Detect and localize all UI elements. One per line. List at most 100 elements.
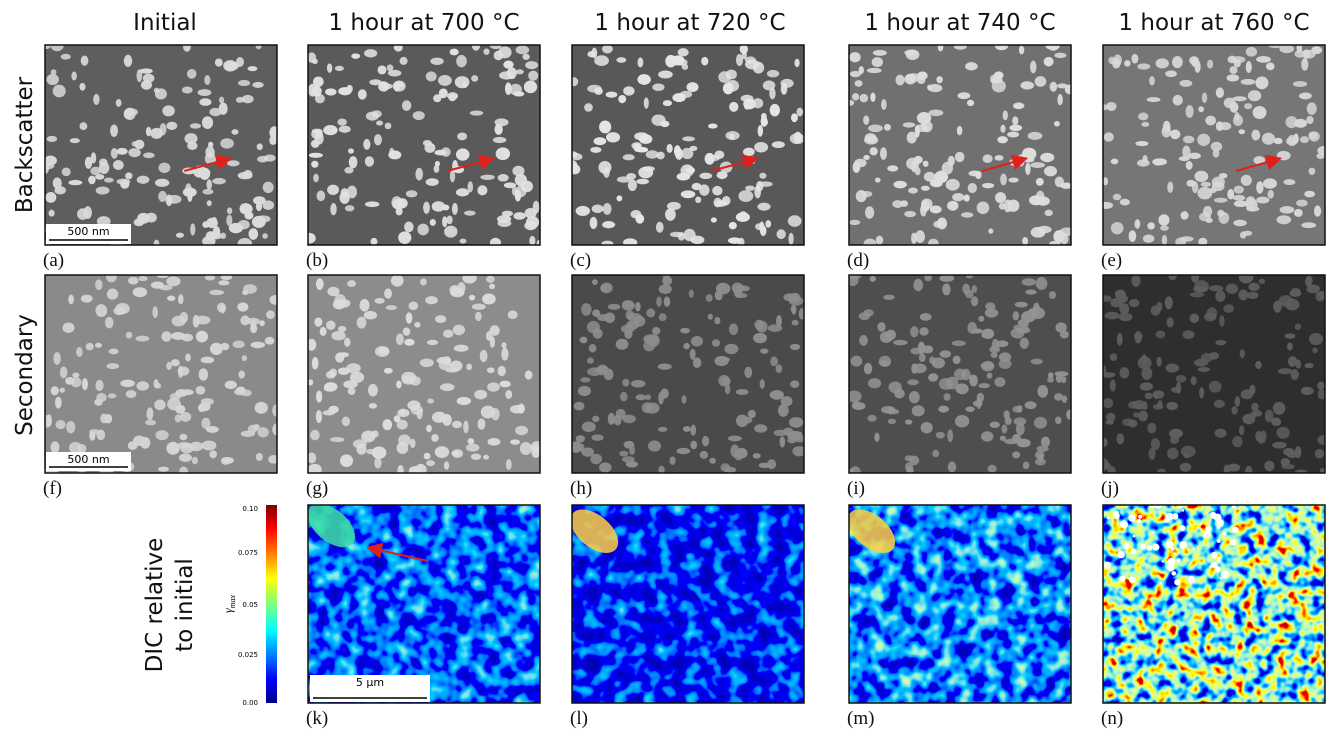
precipitate (1147, 422, 1157, 434)
precipitate (1017, 318, 1030, 327)
precipitate (240, 389, 252, 397)
precipitate (272, 423, 277, 436)
precipitate (208, 141, 214, 148)
precipitate (616, 57, 627, 63)
precipitate (1232, 96, 1247, 102)
precipitate (770, 356, 779, 367)
precipitate (627, 179, 637, 192)
precipitate (311, 160, 319, 168)
precipitate (150, 127, 163, 139)
precipitate (504, 82, 512, 95)
precipitate (938, 377, 954, 390)
precipitate (200, 398, 214, 406)
precipitate (1319, 467, 1325, 473)
precipitate (1022, 461, 1030, 470)
precipitate (1218, 211, 1230, 224)
precipitate (760, 348, 769, 354)
precipitate (146, 407, 154, 421)
precipitate (54, 186, 66, 195)
precipitate (1118, 312, 1133, 322)
precipitate (1134, 219, 1141, 229)
precipitate (48, 209, 55, 217)
panel-border (307, 274, 541, 474)
precipitate (1049, 81, 1058, 92)
precipitate (442, 356, 452, 366)
precipitate (771, 141, 785, 149)
precipitate (308, 232, 316, 244)
precipitate (906, 73, 921, 82)
precipitate (395, 333, 404, 346)
saturated-spot (1222, 531, 1226, 536)
precipitate (405, 190, 418, 198)
saturated-spot (1209, 565, 1212, 568)
precipitate (1016, 405, 1023, 413)
precipitate (169, 393, 182, 401)
precipitate (1153, 159, 1162, 166)
precipitate (874, 432, 880, 442)
precipitate (682, 136, 695, 142)
precipitate (1292, 81, 1308, 87)
precipitate (262, 200, 275, 210)
precipitate (573, 401, 585, 411)
precipitate (1304, 190, 1316, 198)
saturated-spot (1205, 525, 1212, 532)
precipitate (1053, 393, 1064, 401)
precipitate (269, 294, 277, 305)
saturated-spot (1146, 545, 1153, 551)
precipitate (155, 430, 169, 441)
precipitate (344, 205, 355, 212)
precipitate (323, 382, 338, 392)
precipitate (902, 122, 916, 128)
precipitate (326, 63, 333, 73)
precipitate (181, 86, 193, 94)
saturated-spot (1210, 551, 1218, 559)
precipitate (1103, 365, 1107, 376)
precipitate (1191, 275, 1199, 283)
precipitate (737, 237, 745, 245)
saturated-spot (1216, 525, 1220, 529)
precipitate (1299, 136, 1310, 144)
precipitate (1105, 462, 1112, 470)
precipitate (662, 100, 672, 107)
precipitate (166, 121, 178, 130)
precipitate (636, 178, 649, 185)
precipitate (863, 362, 873, 375)
precipitate (1165, 70, 1177, 78)
precipitate (1304, 363, 1314, 369)
precipitate (607, 412, 616, 425)
precipitate (607, 303, 621, 310)
precipitate (120, 379, 135, 388)
precipitate (982, 182, 995, 189)
saturated-spot (1150, 505, 1156, 509)
precipitate (1215, 290, 1226, 302)
precipitate (1308, 131, 1318, 140)
precipitate (967, 182, 977, 194)
precipitate (754, 185, 762, 199)
precipitate (1134, 332, 1143, 339)
precipitate (859, 93, 869, 103)
panel-border (1102, 504, 1326, 704)
precipitate (400, 408, 406, 415)
precipitate (494, 123, 503, 135)
precipitate (643, 334, 658, 344)
precipitate (981, 328, 995, 339)
precipitate (1147, 222, 1155, 230)
precipitate (1238, 289, 1249, 301)
precipitate (412, 111, 425, 121)
precipitate (45, 45, 51, 50)
precipitate (1103, 104, 1109, 111)
precipitate (1255, 361, 1262, 370)
precipitate (728, 221, 737, 230)
precipitate (480, 174, 495, 180)
precipitate (1240, 78, 1256, 85)
precipitate (1109, 353, 1118, 361)
precipitate (184, 133, 198, 145)
saturated-spot (1140, 543, 1146, 550)
precipitate (512, 165, 525, 177)
precipitate (1055, 322, 1067, 333)
precipitate (313, 76, 324, 88)
precipitate (497, 173, 509, 182)
precipitate (259, 320, 265, 327)
arrow (710, 154, 760, 172)
precipitate (467, 181, 474, 193)
